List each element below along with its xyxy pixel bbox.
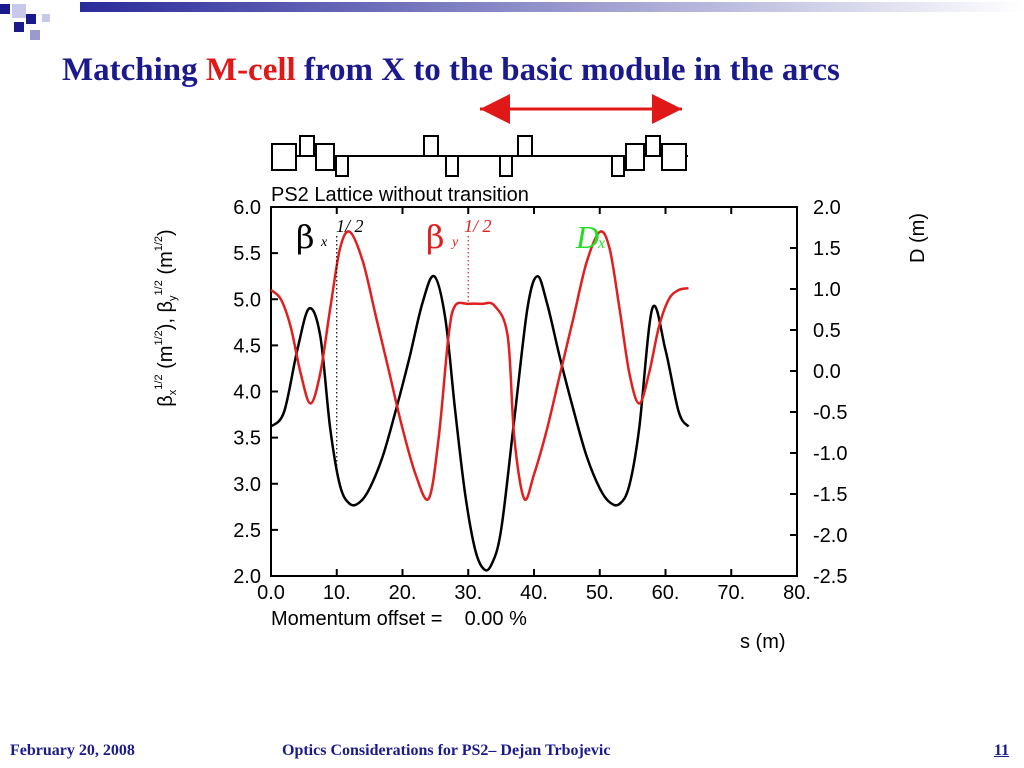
- x-tick-label: 70.: [717, 582, 745, 604]
- dipole-magnet: [271, 143, 297, 171]
- left-y-tick-label: 6.0: [233, 197, 261, 219]
- plot-area: 0.0 10. 20. 30. 40. 50. 60. 70. 80. 2.0 2.5 3.0 3.5 4…: [233, 197, 847, 604]
- footer-date: February 20, 2008: [10, 742, 135, 759]
- legend-dispersion: D x: [575, 219, 605, 255]
- x-axis-title: s (m): [740, 631, 786, 653]
- quad-focusing: [645, 135, 661, 157]
- right-y-tick-label: 0.5: [813, 320, 841, 342]
- legend-disp-symbol: D: [575, 219, 599, 255]
- chart-header: PS2 Lattice without transition: [271, 184, 529, 206]
- left-axis-title: βx1/2 (m1/2), βy1/2 (m1/2): [153, 229, 179, 406]
- quad-defocusing: [335, 155, 349, 177]
- legend-beta-x-sub: x: [320, 235, 328, 250]
- legend-beta-x-sup: 1/ 2: [336, 216, 364, 236]
- series-disp-line: [271, 211, 689, 576]
- right-y-tick-label: -0.5: [813, 402, 847, 424]
- legend-beta-y-symbol: β: [426, 218, 445, 256]
- right-y-tick-label: 2.0: [813, 197, 841, 219]
- dipole-magnet: [625, 143, 645, 171]
- x-tick-label: 30.: [454, 582, 482, 604]
- decorative-squares: [0, 4, 50, 40]
- right-y-tick-label: -1.0: [813, 443, 847, 465]
- title-text-pre: Matching: [62, 52, 206, 88]
- page-number: 11: [994, 742, 1010, 759]
- title-highlight: M-cell: [205, 52, 296, 88]
- quad-defocusing: [445, 155, 459, 177]
- dipole-magnet: [661, 143, 687, 171]
- lattice-schematic: [271, 135, 688, 177]
- left-y-tick-label: 3.0: [233, 474, 261, 496]
- quad-focusing: [517, 135, 533, 157]
- quad-focusing: [423, 135, 439, 157]
- title-bar-gradient: [80, 2, 1024, 12]
- quad-defocusing: [499, 155, 513, 177]
- x-tick-label: 10.: [323, 582, 351, 604]
- quad-focusing: [299, 135, 315, 157]
- x-tick-label: 60.: [652, 582, 680, 604]
- left-y-tick-label: 5.0: [233, 289, 261, 311]
- left-y-tick-label: 4.5: [233, 335, 261, 357]
- footer-presentation-title: Optics Considerations for PS2– Dejan Trb…: [282, 742, 611, 759]
- legend-beta-y: β y 1/ 2: [426, 216, 492, 256]
- x-tick-label: 50.: [586, 582, 614, 604]
- left-y-tick-label: 2.0: [233, 566, 261, 588]
- x-tick-label: 80.: [783, 582, 811, 604]
- momentum-offset-note: Momentum offset = 0.00 %: [271, 608, 527, 630]
- dipole-magnet: [315, 143, 335, 171]
- legend-beta-x-symbol: β: [296, 218, 315, 256]
- left-y-tick-label: 2.5: [233, 520, 261, 542]
- legend-beta-x: β x 1/ 2: [296, 216, 364, 256]
- left-y-tick-label: 3.5: [233, 428, 261, 450]
- x-tick-label: 20.: [389, 582, 417, 604]
- right-y-tick-label: -2.0: [813, 525, 847, 547]
- right-y-tick-label: 1.0: [813, 279, 841, 301]
- x-tick-label: 40.: [520, 582, 548, 604]
- legend-beta-y-sup: 1/ 2: [464, 216, 492, 236]
- legend-beta-y-sub: y: [450, 235, 459, 250]
- left-y-tick-label: 5.5: [233, 243, 261, 265]
- right-y-tick-label: -1.5: [813, 484, 847, 506]
- x-tick-label: 0.0: [257, 582, 285, 604]
- series-beta_y-line: [270, 230, 689, 501]
- plot-frame: [270, 206, 798, 577]
- title-text-post: from X to the basic module in the arcs: [295, 52, 840, 88]
- right-y-tick-label: 1.5: [813, 238, 841, 260]
- series-beta_x-line: [270, 274, 690, 572]
- right-y-tick-label: 0.0: [813, 361, 841, 383]
- legend-disp-sub: x: [597, 235, 605, 252]
- right-axis-title: D (m): [907, 213, 929, 263]
- right-y-tick-label: -2.5: [813, 566, 847, 588]
- slide-title: Matching M-cell from X to the basic modu…: [62, 52, 1022, 89]
- left-y-tick-label: 4.0: [233, 382, 261, 404]
- quad-defocusing: [611, 155, 625, 177]
